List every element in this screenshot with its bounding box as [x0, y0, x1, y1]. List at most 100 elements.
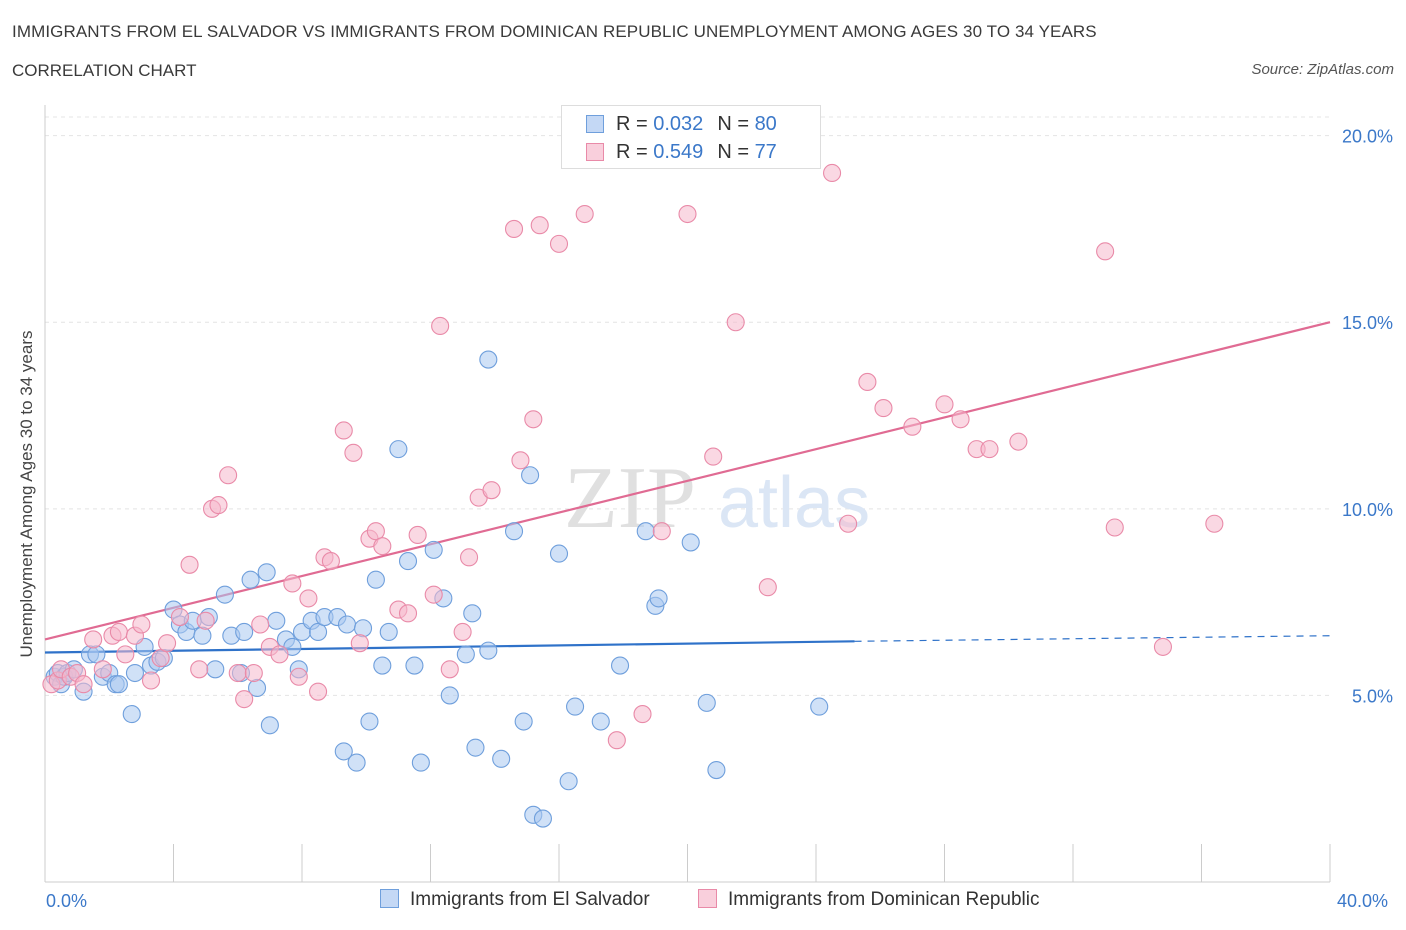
el-salvador-point [379, 622, 398, 642]
trend-lines [44, 321, 1331, 654]
dominican-point [398, 604, 418, 623]
el-salvador-point [591, 712, 610, 731]
el-salvador-point [707, 760, 726, 780]
el-salvador-point [559, 772, 578, 791]
y-tick-label: 20.0% [1342, 127, 1393, 147]
dominican-point [196, 611, 215, 630]
dominican-point [758, 578, 777, 597]
el-salvador-point [398, 552, 418, 571]
dominican-point [453, 622, 472, 642]
y-tick-label: 10.0% [1342, 500, 1393, 520]
dominican-point [251, 615, 270, 634]
el-salvador-point [206, 660, 225, 679]
el-salvador-point [353, 619, 373, 638]
el-salvador-point [257, 563, 276, 582]
grid-lines [45, 116, 1330, 696]
dominican-point [1105, 518, 1124, 537]
dominican-point [170, 607, 189, 627]
dominican-point [459, 548, 479, 567]
el-salvador-point [125, 663, 144, 683]
el-salvador-point [235, 622, 254, 642]
dominican-point [74, 675, 93, 694]
dominican-point [344, 443, 363, 462]
dominican-point [511, 451, 530, 470]
el-salvador-point [241, 570, 260, 589]
el-salvador-point [466, 738, 485, 757]
el-salvador-point [533, 809, 552, 828]
dominican-point [607, 731, 626, 750]
dominican-point [524, 410, 543, 429]
el-salvador-point [215, 585, 234, 604]
el-salvador-point [504, 522, 524, 541]
legend-row-el-salvador: R = 0.032 N = 80 [586, 113, 777, 137]
dominican-point [823, 163, 842, 183]
r-value-el-salvador: 0.032 [653, 113, 704, 135]
dominican-point [704, 447, 723, 466]
dominican-point [440, 660, 459, 679]
el-salvador-point [440, 686, 459, 705]
dominican-point [431, 316, 450, 336]
el-salvador-point [309, 622, 328, 642]
legend-item-dominican: Immigrants from Dominican Republic [698, 889, 1040, 915]
dominican-point [289, 667, 308, 686]
n-value-el-salvador: 80 [754, 113, 777, 135]
el-salvador-point [424, 540, 443, 559]
dominican-point [283, 574, 302, 593]
dominican-point [874, 399, 893, 418]
legend-swatch-blue-bottom [380, 889, 399, 908]
dominican-point [93, 660, 112, 679]
dominican-point [373, 537, 392, 556]
el-salvador-point [334, 742, 353, 761]
dominican-point [270, 645, 289, 664]
el-salvador-point [514, 712, 533, 731]
legend-item-el-salvador: Immigrants from El Salvador [380, 889, 650, 915]
legend-row-dominican: R = 0.549 N = 77 [586, 141, 777, 165]
dominican-point [309, 682, 328, 701]
r-value-dominican: 0.549 [653, 141, 704, 163]
dominican-point [678, 204, 697, 224]
trend-line-dominican [44, 321, 1331, 641]
el-salvador-point [610, 656, 630, 675]
legend-swatch-blue [586, 115, 604, 133]
dominican-point [1096, 242, 1115, 261]
chart-title: IMMIGRANTS FROM EL SALVADOR VS IMMIGRANT… [12, 22, 1097, 41]
el-salvador-point [697, 693, 716, 712]
dominican-point [235, 690, 254, 709]
el-salvador-point [521, 466, 540, 485]
dominican-point [504, 219, 524, 239]
dominican-point [228, 663, 247, 683]
el-salvador-point [681, 533, 700, 552]
el-salvador-point [463, 604, 482, 623]
dominican-point [151, 649, 170, 668]
y-tick-labels: 5.0% 10.0% 15.0% 20.0% [1342, 127, 1393, 707]
dominican-point [180, 555, 199, 574]
trend-line-el-salvador-extension [854, 635, 1331, 642]
watermark-zip: ZIP [564, 450, 696, 547]
el-salvador-point [109, 675, 128, 694]
el-salvador-point [566, 697, 585, 716]
dominican-point [549, 234, 569, 253]
el-salvador-point [492, 749, 511, 768]
dominican-point [951, 410, 970, 429]
dominican-point [244, 663, 263, 683]
source-note: Source: ZipAtlas.com [1251, 61, 1394, 78]
dominican-point [84, 630, 103, 649]
el-salvador-point [373, 656, 392, 675]
el-salvador-point [347, 753, 366, 772]
dominican-point [209, 496, 228, 515]
y-axis-label: Unemployment Among Ages 30 to 34 years [17, 331, 36, 658]
dominican-point [408, 525, 427, 545]
dominican-point [219, 466, 238, 485]
dominican-point [575, 204, 594, 224]
el-salvador-point [411, 753, 430, 772]
dominican-point [366, 522, 385, 541]
dominican-point [652, 522, 671, 541]
el-salvador-point [389, 440, 408, 459]
el-salvador-point [366, 570, 385, 589]
dominican-point [116, 645, 135, 664]
dominican-point [839, 514, 858, 533]
dominican-point [903, 417, 922, 436]
dominican-point [424, 585, 443, 604]
dominican-point [158, 634, 177, 653]
axes [44, 105, 1331, 883]
